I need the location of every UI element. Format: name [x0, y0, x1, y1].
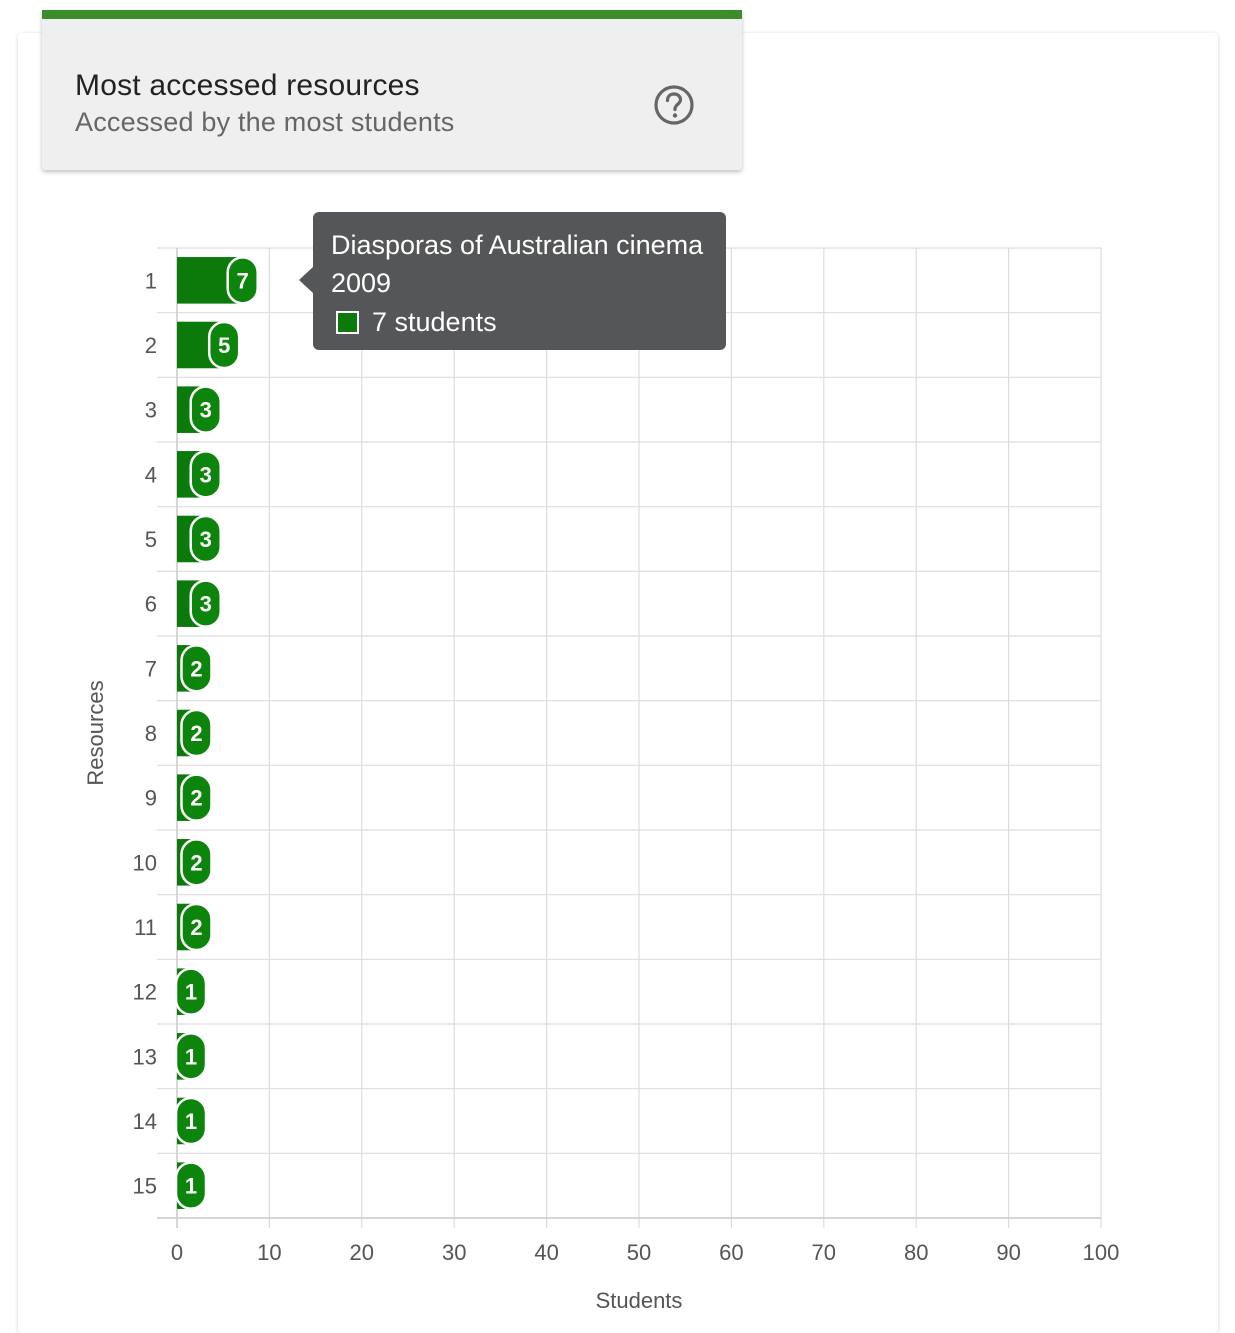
- chart-title: Most accessed resources: [75, 69, 420, 102]
- chart-tick-labels: 0 10 20 30 40 50 60 70 80 90 100123456789101112131…: [133, 268, 1120, 1265]
- x-tick-label: 20: [350, 1240, 374, 1265]
- data-label-bg: [180, 644, 213, 693]
- data-label-bg: [189, 385, 222, 434]
- chart-subtitle: Accessed by the most students: [75, 107, 455, 137]
- data-label-bg: [174, 1032, 208, 1081]
- y-tick-label: 9: [145, 786, 157, 811]
- y-tick-label: 5: [145, 527, 157, 552]
- data-label: 3: [200, 592, 212, 617]
- tooltip-swatch: [336, 310, 359, 334]
- x-axis-label: Students: [596, 1288, 683, 1313]
- data-label: 3: [200, 462, 212, 487]
- y-tick-label: 13: [133, 1044, 157, 1069]
- x-tick-label: 50: [627, 1240, 651, 1265]
- y-tick-label: 7: [145, 656, 157, 681]
- x-tick-label: 10: [257, 1240, 281, 1265]
- data-label-bg: [226, 256, 259, 305]
- x-tick-label: 30: [442, 1240, 466, 1265]
- y-tick-label: 11: [134, 915, 157, 940]
- data-label-bg: [180, 838, 213, 887]
- data-label-bg: [207, 320, 241, 370]
- data-label: 1: [185, 1044, 197, 1069]
- data-label-bg: [180, 773, 213, 822]
- data-label: 1: [185, 980, 197, 1005]
- data-label-bg: [189, 514, 222, 564]
- x-tick-label: 60: [719, 1240, 743, 1265]
- question-circle-icon[interactable]: [653, 84, 695, 126]
- y-tick-label: 3: [145, 398, 157, 423]
- data-label: 3: [200, 398, 212, 423]
- data-label: 1: [185, 1109, 197, 1134]
- y-tick-label: 14: [133, 1109, 157, 1134]
- x-tick-label: 100: [1083, 1240, 1120, 1265]
- tooltip-title-line1: Diasporas of Australian cinema: [331, 230, 704, 260]
- chart-header: Most accessed resources Accessed by the …: [42, 10, 742, 170]
- data-label: 1: [185, 1174, 197, 1199]
- data-label-bg: [180, 902, 213, 952]
- data-label: 5: [218, 333, 230, 358]
- chart-grid: [157, 247, 1102, 1228]
- x-tick-label: 40: [534, 1240, 558, 1265]
- data-label: 2: [190, 786, 202, 811]
- data-label: 7: [237, 268, 249, 293]
- y-tick-label: 4: [145, 462, 157, 487]
- data-label-bg: [189, 579, 222, 628]
- y-tick-label: 1: [145, 268, 157, 293]
- data-label-bg: [174, 1096, 208, 1146]
- data-label: 3: [200, 527, 212, 552]
- tooltip-title-line2: 2009: [331, 268, 392, 298]
- y-tick-label: 6: [145, 592, 157, 617]
- y-tick-label: 8: [145, 721, 157, 746]
- data-label: 2: [190, 915, 202, 940]
- data-label: 2: [190, 721, 202, 746]
- x-tick-label: 0: [171, 1240, 183, 1265]
- data-label-bg: [189, 450, 222, 499]
- y-axis-label: Resources: [83, 680, 108, 785]
- data-label-bg: [174, 967, 208, 1016]
- tooltip-value-row: 7 students: [331, 302, 708, 342]
- chart-tooltip: Diasporas of Australian cinema 2009 7 st…: [299, 212, 726, 350]
- y-tick-label: 15: [133, 1174, 157, 1199]
- x-tick-label: 80: [904, 1240, 928, 1265]
- x-tick-label: 90: [996, 1240, 1020, 1265]
- data-label-bg: [180, 708, 213, 758]
- y-tick-label: 2: [145, 333, 157, 358]
- x-tick-label: 70: [812, 1240, 836, 1265]
- data-label: 2: [190, 656, 202, 681]
- tooltip-value: 7 students: [372, 307, 497, 337]
- chart-data-labels: 7 5 3 3 3 3 2 2 2 2 2 1 1 1 1: [174, 256, 259, 1210]
- y-tick-label: 10: [133, 850, 157, 875]
- data-label: 2: [190, 850, 202, 875]
- y-tick-label: 12: [133, 980, 157, 1005]
- data-label-bg: [174, 1161, 208, 1210]
